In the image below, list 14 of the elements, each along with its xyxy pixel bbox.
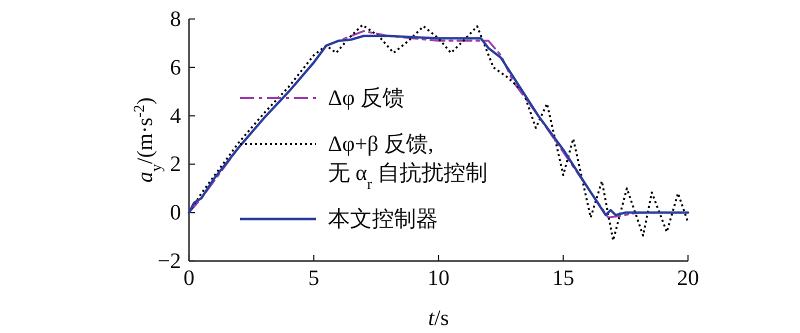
- x-tick-label: 5: [308, 265, 320, 290]
- x-tick-label: 20: [677, 265, 699, 290]
- legend-label: 本文控制器: [328, 206, 438, 231]
- y-tick-label: 6: [170, 54, 181, 80]
- y-tick-label: 4: [170, 102, 181, 128]
- x-tick-label: 15: [552, 265, 574, 290]
- legend-label: Δφ+β 反馈, 无 α$_{r}$ 自抗扰控制: [328, 131, 488, 192]
- y-tick-label: 2: [170, 151, 181, 176]
- y-tick-label: 8: [170, 6, 181, 31]
- y-tick-label: 0: [170, 200, 181, 225]
- y-tick-label: −2: [158, 248, 181, 273]
- x-tick-label: 10: [428, 265, 450, 290]
- legend-label: Δφ 反馈: [328, 85, 404, 110]
- x-axis-title: t/s: [428, 305, 449, 330]
